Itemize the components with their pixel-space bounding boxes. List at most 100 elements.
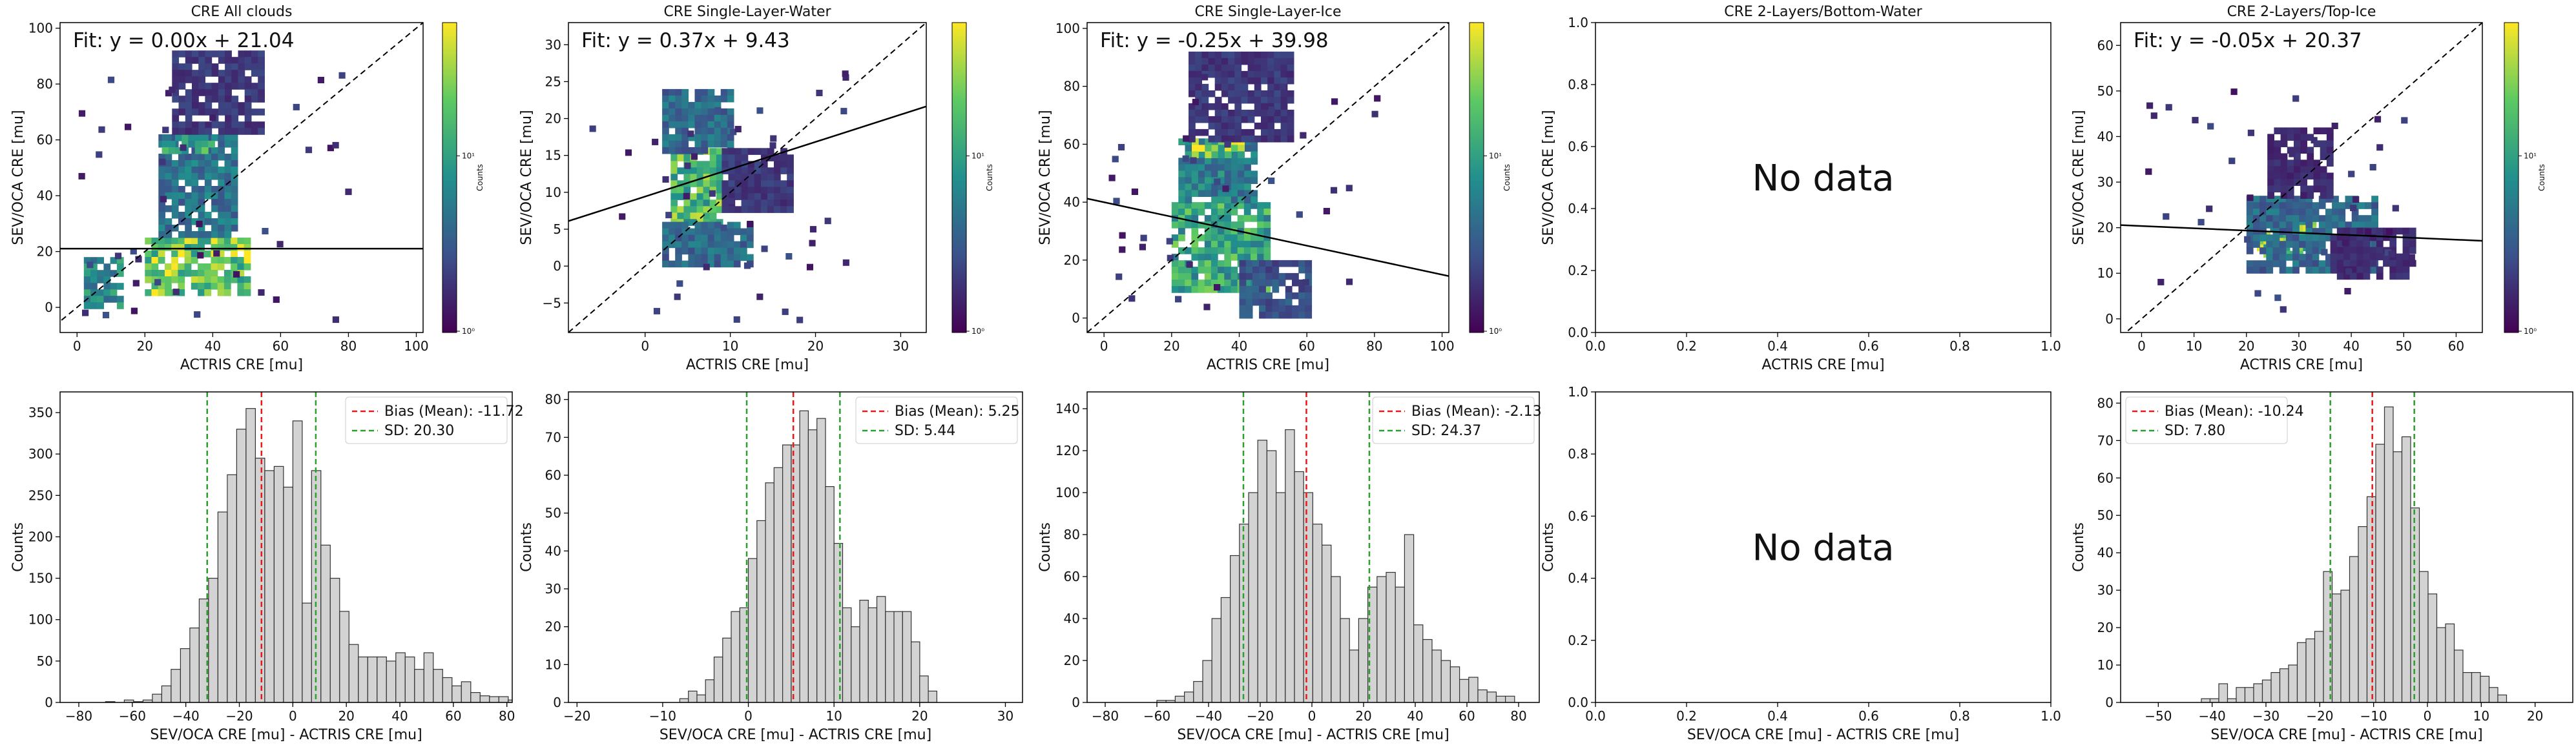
density-cell xyxy=(90,302,98,309)
density-cell xyxy=(1224,190,1232,197)
density-cell xyxy=(2338,202,2346,209)
y-tick-label: 100 xyxy=(28,21,53,36)
density-cell xyxy=(760,174,768,181)
density-cell xyxy=(211,276,218,283)
density-cell xyxy=(669,114,676,122)
plot-area xyxy=(1156,392,1515,702)
density-cell xyxy=(688,101,696,109)
density-cell xyxy=(1198,177,1205,184)
density-cell xyxy=(2325,196,2332,203)
density-cell xyxy=(1108,174,1116,181)
density-cell xyxy=(1241,77,1249,85)
density-cell xyxy=(87,261,94,269)
y-tick-label: 80 xyxy=(1064,79,1080,94)
y-tick-label: 50 xyxy=(2097,83,2114,99)
density-cell xyxy=(1214,70,1222,78)
density-cell xyxy=(740,228,747,236)
density-cell xyxy=(198,276,205,283)
density-cell xyxy=(1239,260,1247,267)
density-cell xyxy=(716,206,723,213)
density-cell xyxy=(2305,202,2313,209)
density-cell xyxy=(172,63,180,70)
density-cell xyxy=(694,121,702,128)
x-tick-label: 30 xyxy=(893,338,909,354)
x-axis-label: SEV/OCA CRE [mu] - ACTRIS CRE [mu] xyxy=(1687,727,1959,743)
density-cell xyxy=(218,76,225,83)
density-cell xyxy=(158,225,166,232)
density-cell xyxy=(1251,190,1258,197)
density-cell xyxy=(205,89,213,96)
density-cell xyxy=(1201,83,1209,91)
density-cell xyxy=(171,276,178,283)
density-cell xyxy=(1178,273,1185,280)
density-cell xyxy=(165,263,172,271)
density-cell xyxy=(172,128,180,135)
density-cell xyxy=(1330,187,1338,194)
density-cell xyxy=(244,121,252,128)
density-cell xyxy=(1228,90,1235,97)
x-tick-label: 0.0 xyxy=(1585,708,1606,724)
density-cell xyxy=(675,95,682,103)
density-cell xyxy=(1300,132,1307,139)
x-tick-label: 60 xyxy=(1298,338,1314,354)
density-cell xyxy=(2285,196,2293,203)
density-cell xyxy=(231,276,238,283)
density-cell xyxy=(2312,228,2320,235)
density-cell xyxy=(1231,177,1238,184)
density-cell xyxy=(669,241,676,249)
density-cell xyxy=(185,50,192,57)
density-cell xyxy=(1245,285,1253,293)
density-cell xyxy=(172,83,180,90)
density-cell xyxy=(231,147,238,154)
density-cell xyxy=(258,89,265,96)
density-cell xyxy=(1178,190,1186,197)
colorbar xyxy=(1469,22,1484,333)
density-cell xyxy=(1274,70,1282,78)
density-cell xyxy=(2266,209,2274,216)
density-cell xyxy=(1251,215,1258,222)
density-cell xyxy=(728,148,736,155)
density-cell xyxy=(185,115,192,122)
density-cell xyxy=(244,63,252,70)
density-cell xyxy=(1224,241,1232,248)
density-cell xyxy=(681,88,689,96)
density-cell xyxy=(1234,103,1242,110)
density-cell xyxy=(1231,151,1238,158)
density-cell xyxy=(204,238,212,245)
density-cell xyxy=(1247,128,1255,136)
density-cell xyxy=(169,87,176,94)
histogram-bar xyxy=(1303,492,1313,702)
density-cell xyxy=(2274,147,2281,154)
density-cell xyxy=(1211,183,1218,190)
density-cell xyxy=(251,96,258,103)
density-cell xyxy=(690,212,698,220)
density-cell xyxy=(2376,266,2384,274)
density-cell xyxy=(1261,90,1268,97)
density-cell xyxy=(2385,229,2393,236)
density-cell xyxy=(2318,234,2326,241)
density-cell xyxy=(1191,221,1199,229)
density-cell xyxy=(2192,117,2199,124)
y-tick-label: 20 xyxy=(545,619,561,635)
histogram-bar xyxy=(1312,524,1323,702)
density-cell xyxy=(1261,116,1268,123)
density-cell xyxy=(211,83,219,90)
density-cell xyxy=(1218,183,1225,190)
density-cell xyxy=(761,245,768,252)
density-cell xyxy=(2325,221,2332,229)
density-cell xyxy=(1140,234,1147,241)
density-cell xyxy=(198,57,205,64)
density-cell xyxy=(178,50,186,57)
density-cell xyxy=(165,192,172,200)
density-cell xyxy=(1231,221,1238,229)
density-cell xyxy=(1218,260,1225,267)
density-cell xyxy=(720,88,728,96)
density-cell xyxy=(1280,57,1288,65)
density-cell xyxy=(1244,196,1251,203)
density-cell xyxy=(90,276,98,283)
density-cell xyxy=(662,108,669,116)
density-cell xyxy=(696,187,704,194)
x-tick-label: 100 xyxy=(1429,338,1454,354)
y-tick-label: 140 xyxy=(1055,401,1080,416)
density-cell xyxy=(293,103,300,110)
